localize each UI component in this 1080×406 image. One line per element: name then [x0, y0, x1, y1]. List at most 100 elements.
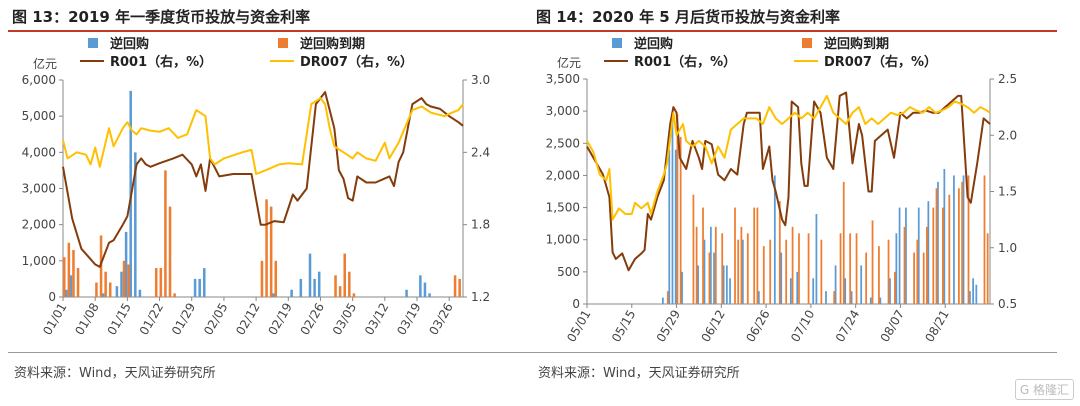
- line-series-0: [62, 91, 464, 268]
- bar: [833, 291, 836, 304]
- bar: [299, 278, 303, 297]
- bar: [72, 249, 75, 297]
- bar: [676, 114, 679, 304]
- bar: [917, 207, 920, 304]
- legend-label: R001（右，%）: [634, 54, 736, 70]
- legend: 逆回购 逆回购到期 R001（右，%） DR007（右，%）: [80, 36, 413, 70]
- x-tick-label: 03/12: [362, 301, 391, 338]
- bar: [878, 246, 880, 304]
- y-left-tick-label: 4,000: [22, 145, 56, 159]
- bar: [343, 253, 346, 297]
- x-tick-label: 05/15: [609, 308, 638, 345]
- bar: [101, 293, 105, 297]
- bar: [820, 239, 823, 304]
- legend-swatch: [612, 38, 622, 48]
- source-note: 资料来源：Wind，天风证券研究所: [14, 366, 216, 381]
- title-divider: [8, 30, 533, 32]
- legend-swatch: [278, 38, 288, 48]
- bar: [937, 181, 939, 304]
- bar: [159, 268, 163, 297]
- bar: [95, 282, 98, 297]
- x-tick-label: 08/21: [922, 308, 951, 345]
- y-left-tick-label: 2,000: [546, 168, 580, 182]
- bar: [842, 181, 845, 304]
- bar: [962, 175, 965, 304]
- bar: [734, 207, 736, 304]
- legend-label: 逆回购: [110, 36, 149, 52]
- x-tick-label: 07/24: [833, 308, 862, 345]
- y-left-tick-label: 1,000: [22, 254, 56, 268]
- legend-label: 逆回购: [634, 36, 673, 52]
- chart-panel-left: 图 13：2019 年一季度货币投放与资金利率 亿元 0 1,000 2,000 3,0…: [8, 0, 538, 406]
- bar: [834, 265, 837, 304]
- bar: [666, 291, 669, 304]
- chart-area: 亿元 0 500 1,000 1,500 2,000 2,500 3,000 3,500 0.5 1…: [546, 36, 1017, 345]
- y-axis-left-unit: 亿元: [33, 56, 57, 71]
- bar-series-0: [662, 114, 978, 304]
- bar: [839, 233, 842, 304]
- y-right-tick-label: 2.4: [471, 145, 490, 159]
- bar: [405, 289, 408, 297]
- bar: [729, 278, 731, 304]
- bar: [697, 265, 699, 304]
- y-right-tick-label: 2.5: [998, 72, 1017, 86]
- bar: [313, 278, 316, 297]
- bar: [913, 252, 915, 304]
- bar: [662, 297, 664, 304]
- bar: [127, 264, 130, 297]
- x-tick-label: 06/26: [743, 308, 772, 345]
- source-divider: [532, 352, 1057, 353]
- y-left-tick-label: 3,500: [546, 72, 580, 86]
- bar: [453, 275, 457, 297]
- x-tick-label: 01/15: [105, 301, 134, 338]
- y-right-tick-label: 0.5: [998, 297, 1017, 311]
- bar: [67, 242, 71, 297]
- bar: [927, 201, 930, 304]
- bar: [975, 284, 978, 304]
- y-left-tick-label: 3,000: [22, 182, 56, 196]
- x-tick-label: 02/12: [233, 301, 262, 338]
- bar: [935, 188, 938, 304]
- y-right-tick-label: 1.2: [471, 290, 490, 304]
- bar: [762, 246, 765, 304]
- x-tick-label: 03/05: [330, 301, 359, 338]
- bar: [120, 271, 123, 297]
- y-left-tick-label: 3,000: [546, 104, 580, 118]
- bar: [825, 291, 827, 304]
- bar: [969, 291, 971, 304]
- bar: [773, 175, 776, 304]
- bar-series-1: [63, 170, 461, 297]
- bar: [69, 275, 73, 297]
- bar: [903, 226, 906, 304]
- bar: [352, 293, 356, 297]
- x-tick-label: 01/08: [72, 301, 101, 338]
- bar: [122, 260, 126, 297]
- chart-area: 亿元 0 1,000 2,000 3,000 4,000 5,000 6,000 1.2 1.8 2…: [22, 36, 490, 338]
- bar: [708, 252, 711, 304]
- bar: [948, 194, 951, 304]
- bar: [740, 226, 743, 304]
- bar: [269, 206, 273, 297]
- bar: [898, 207, 901, 304]
- y-right-tick-label: 1.5: [998, 185, 1017, 199]
- bar: [871, 220, 874, 304]
- bar: [943, 169, 946, 304]
- bar: [780, 252, 783, 304]
- legend-label: DR007（右，%）: [300, 54, 413, 70]
- watermark-logo: G 格隆汇: [1014, 379, 1074, 400]
- bar: [850, 291, 853, 304]
- bar: [753, 207, 756, 304]
- bar: [798, 233, 800, 304]
- title-divider: [532, 30, 1057, 32]
- bar: [721, 233, 724, 304]
- figure-title: 图 14：2020 年 5 月后货币投放与资金利率: [536, 8, 840, 26]
- bar: [922, 252, 925, 304]
- bar: [703, 239, 706, 304]
- bar: [709, 226, 712, 304]
- bar: [428, 293, 431, 297]
- bar: [164, 170, 167, 297]
- bar: [926, 226, 928, 304]
- bar: [791, 226, 794, 304]
- y-left-tick-label: 0: [572, 297, 580, 311]
- bar: [713, 252, 715, 304]
